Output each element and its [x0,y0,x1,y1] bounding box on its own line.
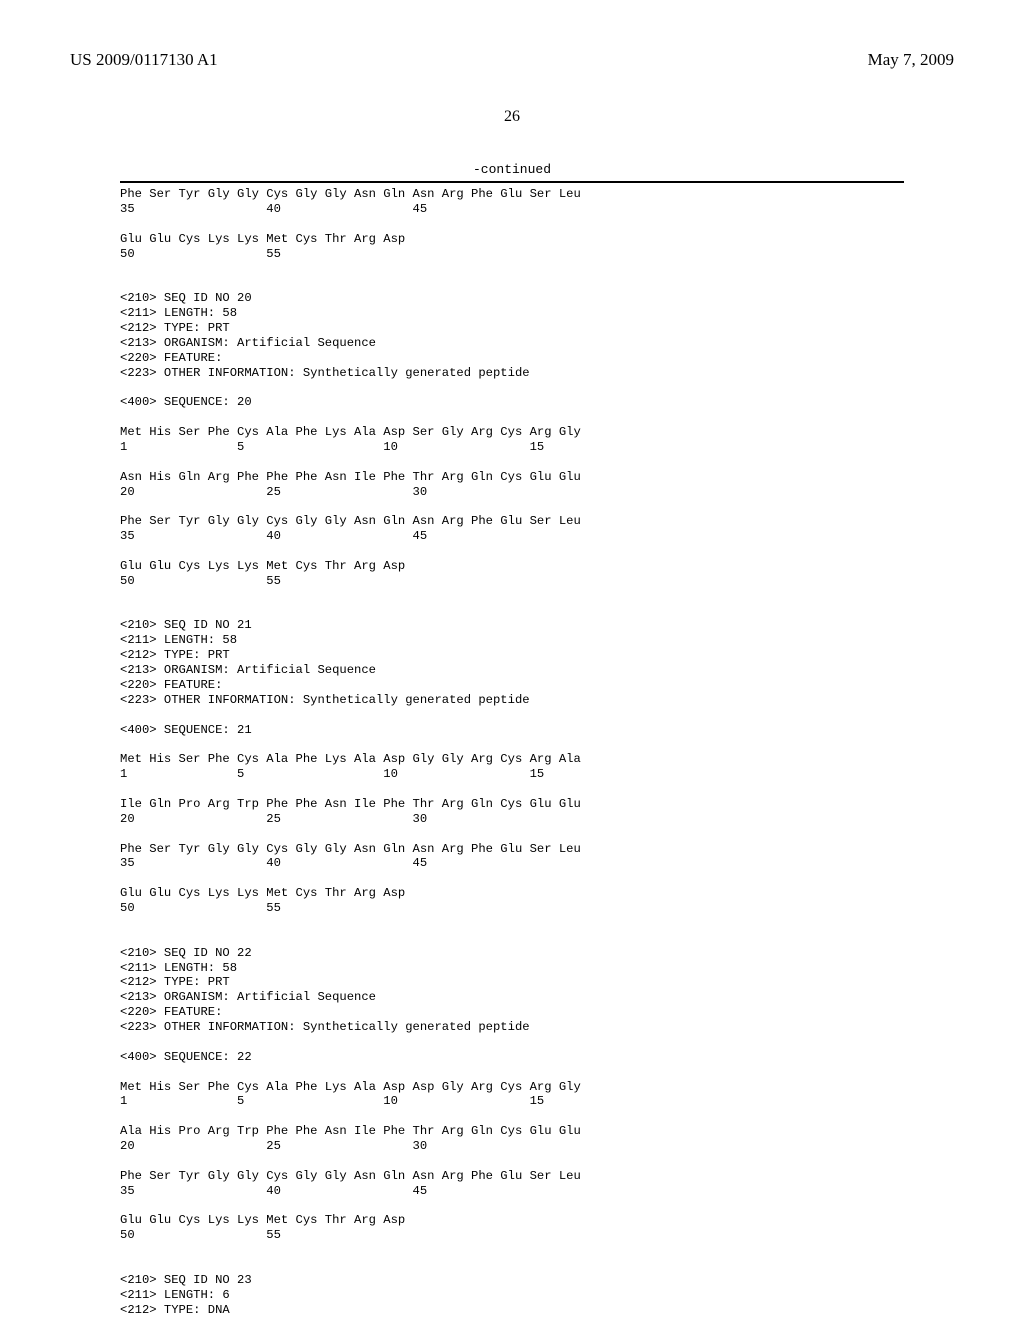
continued-label: -continued [120,162,904,177]
publication-date: May 7, 2009 [868,50,954,70]
sequence-listing: Phe Ser Tyr Gly Gly Cys Gly Gly Asn Gln … [120,183,904,1318]
publication-number: US 2009/0117130 A1 [70,50,218,70]
page-header: US 2009/0117130 A1 May 7, 2009 [0,0,1024,80]
page-number: 26 [0,108,1024,126]
